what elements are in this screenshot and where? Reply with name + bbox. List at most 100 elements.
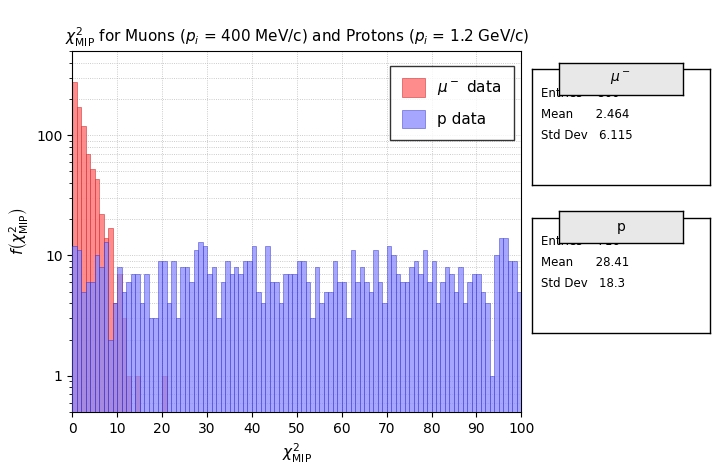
Bar xyxy=(306,282,311,463)
Bar xyxy=(86,155,90,463)
Bar xyxy=(122,292,126,463)
Bar xyxy=(162,261,167,463)
Bar xyxy=(274,282,279,463)
Bar xyxy=(373,250,378,463)
Bar xyxy=(162,376,167,463)
Bar xyxy=(234,267,238,463)
Bar xyxy=(117,267,122,463)
X-axis label: $\chi^2_{\mathrm{MIP}}$: $\chi^2_{\mathrm{MIP}}$ xyxy=(282,441,312,463)
Bar xyxy=(360,267,364,463)
Bar xyxy=(176,319,180,463)
Bar xyxy=(400,282,405,463)
Bar xyxy=(508,261,513,463)
Bar xyxy=(270,282,274,463)
Bar xyxy=(454,292,458,463)
Bar xyxy=(104,242,109,463)
Bar xyxy=(440,282,445,463)
Bar xyxy=(279,303,283,463)
Text: Entries    800
Mean      2.464
Std Dev   6.115: Entries 800 Mean 2.464 Std Dev 6.115 xyxy=(541,87,633,142)
Bar xyxy=(117,274,122,463)
Bar xyxy=(494,256,499,463)
Bar xyxy=(81,292,86,463)
Bar xyxy=(355,282,360,463)
Bar xyxy=(144,274,148,463)
Bar xyxy=(436,303,440,463)
Bar xyxy=(445,267,450,463)
Bar xyxy=(337,282,342,463)
Bar xyxy=(503,238,508,463)
Bar xyxy=(113,303,117,463)
Bar xyxy=(113,303,117,463)
Title: $\chi^2_{\mathrm{MIP}}$ for Muons ($p_i$ = 400 MeV/c) and Protons ($p_i$ = 1.2 G: $\chi^2_{\mathrm{MIP}}$ for Muons ($p_i$… xyxy=(64,26,529,49)
Bar xyxy=(266,246,270,463)
Bar xyxy=(189,282,193,463)
Bar xyxy=(458,267,463,463)
Bar xyxy=(135,274,140,463)
Bar xyxy=(193,250,198,463)
Bar xyxy=(427,282,432,463)
Bar xyxy=(225,261,230,463)
Bar xyxy=(185,267,189,463)
Bar xyxy=(77,250,81,463)
Bar xyxy=(301,261,306,463)
Bar xyxy=(283,274,288,463)
Bar xyxy=(95,256,99,463)
Bar xyxy=(153,319,158,463)
Bar xyxy=(261,303,266,463)
Bar xyxy=(364,282,369,463)
Bar xyxy=(216,319,221,463)
Bar xyxy=(481,292,485,463)
Bar xyxy=(95,179,99,463)
Bar xyxy=(122,319,126,463)
Bar xyxy=(450,274,454,463)
Bar xyxy=(131,274,135,463)
Bar xyxy=(499,238,503,463)
Bar xyxy=(432,261,436,463)
Bar xyxy=(378,282,382,463)
Y-axis label: $f\left(\chi^2_{\mathrm{MIP}}\right)$: $f\left(\chi^2_{\mathrm{MIP}}\right)$ xyxy=(7,207,30,256)
Bar xyxy=(104,238,109,463)
Bar xyxy=(211,267,216,463)
Bar xyxy=(90,282,95,463)
Legend: $\mu^-$ data, p data: $\mu^-$ data, p data xyxy=(390,66,513,140)
Bar xyxy=(463,303,468,463)
Bar xyxy=(513,261,517,463)
Bar xyxy=(324,292,328,463)
Bar xyxy=(135,376,140,463)
Bar xyxy=(86,282,90,463)
Bar xyxy=(297,261,301,463)
Bar xyxy=(99,214,104,463)
Bar xyxy=(90,169,95,463)
Bar xyxy=(256,292,261,463)
Bar xyxy=(490,376,494,463)
Bar xyxy=(328,292,333,463)
Bar xyxy=(72,246,77,463)
Bar xyxy=(171,261,176,463)
Bar xyxy=(158,261,162,463)
Bar xyxy=(109,339,113,463)
Bar xyxy=(99,267,104,463)
Bar xyxy=(180,267,185,463)
Text: $\mu^-$: $\mu^-$ xyxy=(610,70,631,87)
Bar xyxy=(203,246,207,463)
Bar xyxy=(391,256,395,463)
Bar xyxy=(77,106,81,463)
Bar xyxy=(109,228,113,463)
Bar xyxy=(418,274,423,463)
Bar xyxy=(207,274,211,463)
Bar xyxy=(230,274,234,463)
Bar xyxy=(409,267,413,463)
Bar xyxy=(369,292,373,463)
Bar xyxy=(476,274,481,463)
Bar xyxy=(126,282,131,463)
Bar xyxy=(252,246,256,463)
Bar xyxy=(243,261,248,463)
Bar xyxy=(248,261,252,463)
Bar xyxy=(382,303,387,463)
Bar xyxy=(395,274,400,463)
Bar xyxy=(405,282,409,463)
Bar xyxy=(423,250,427,463)
Bar xyxy=(315,267,319,463)
Bar xyxy=(167,303,171,463)
Bar xyxy=(350,250,355,463)
